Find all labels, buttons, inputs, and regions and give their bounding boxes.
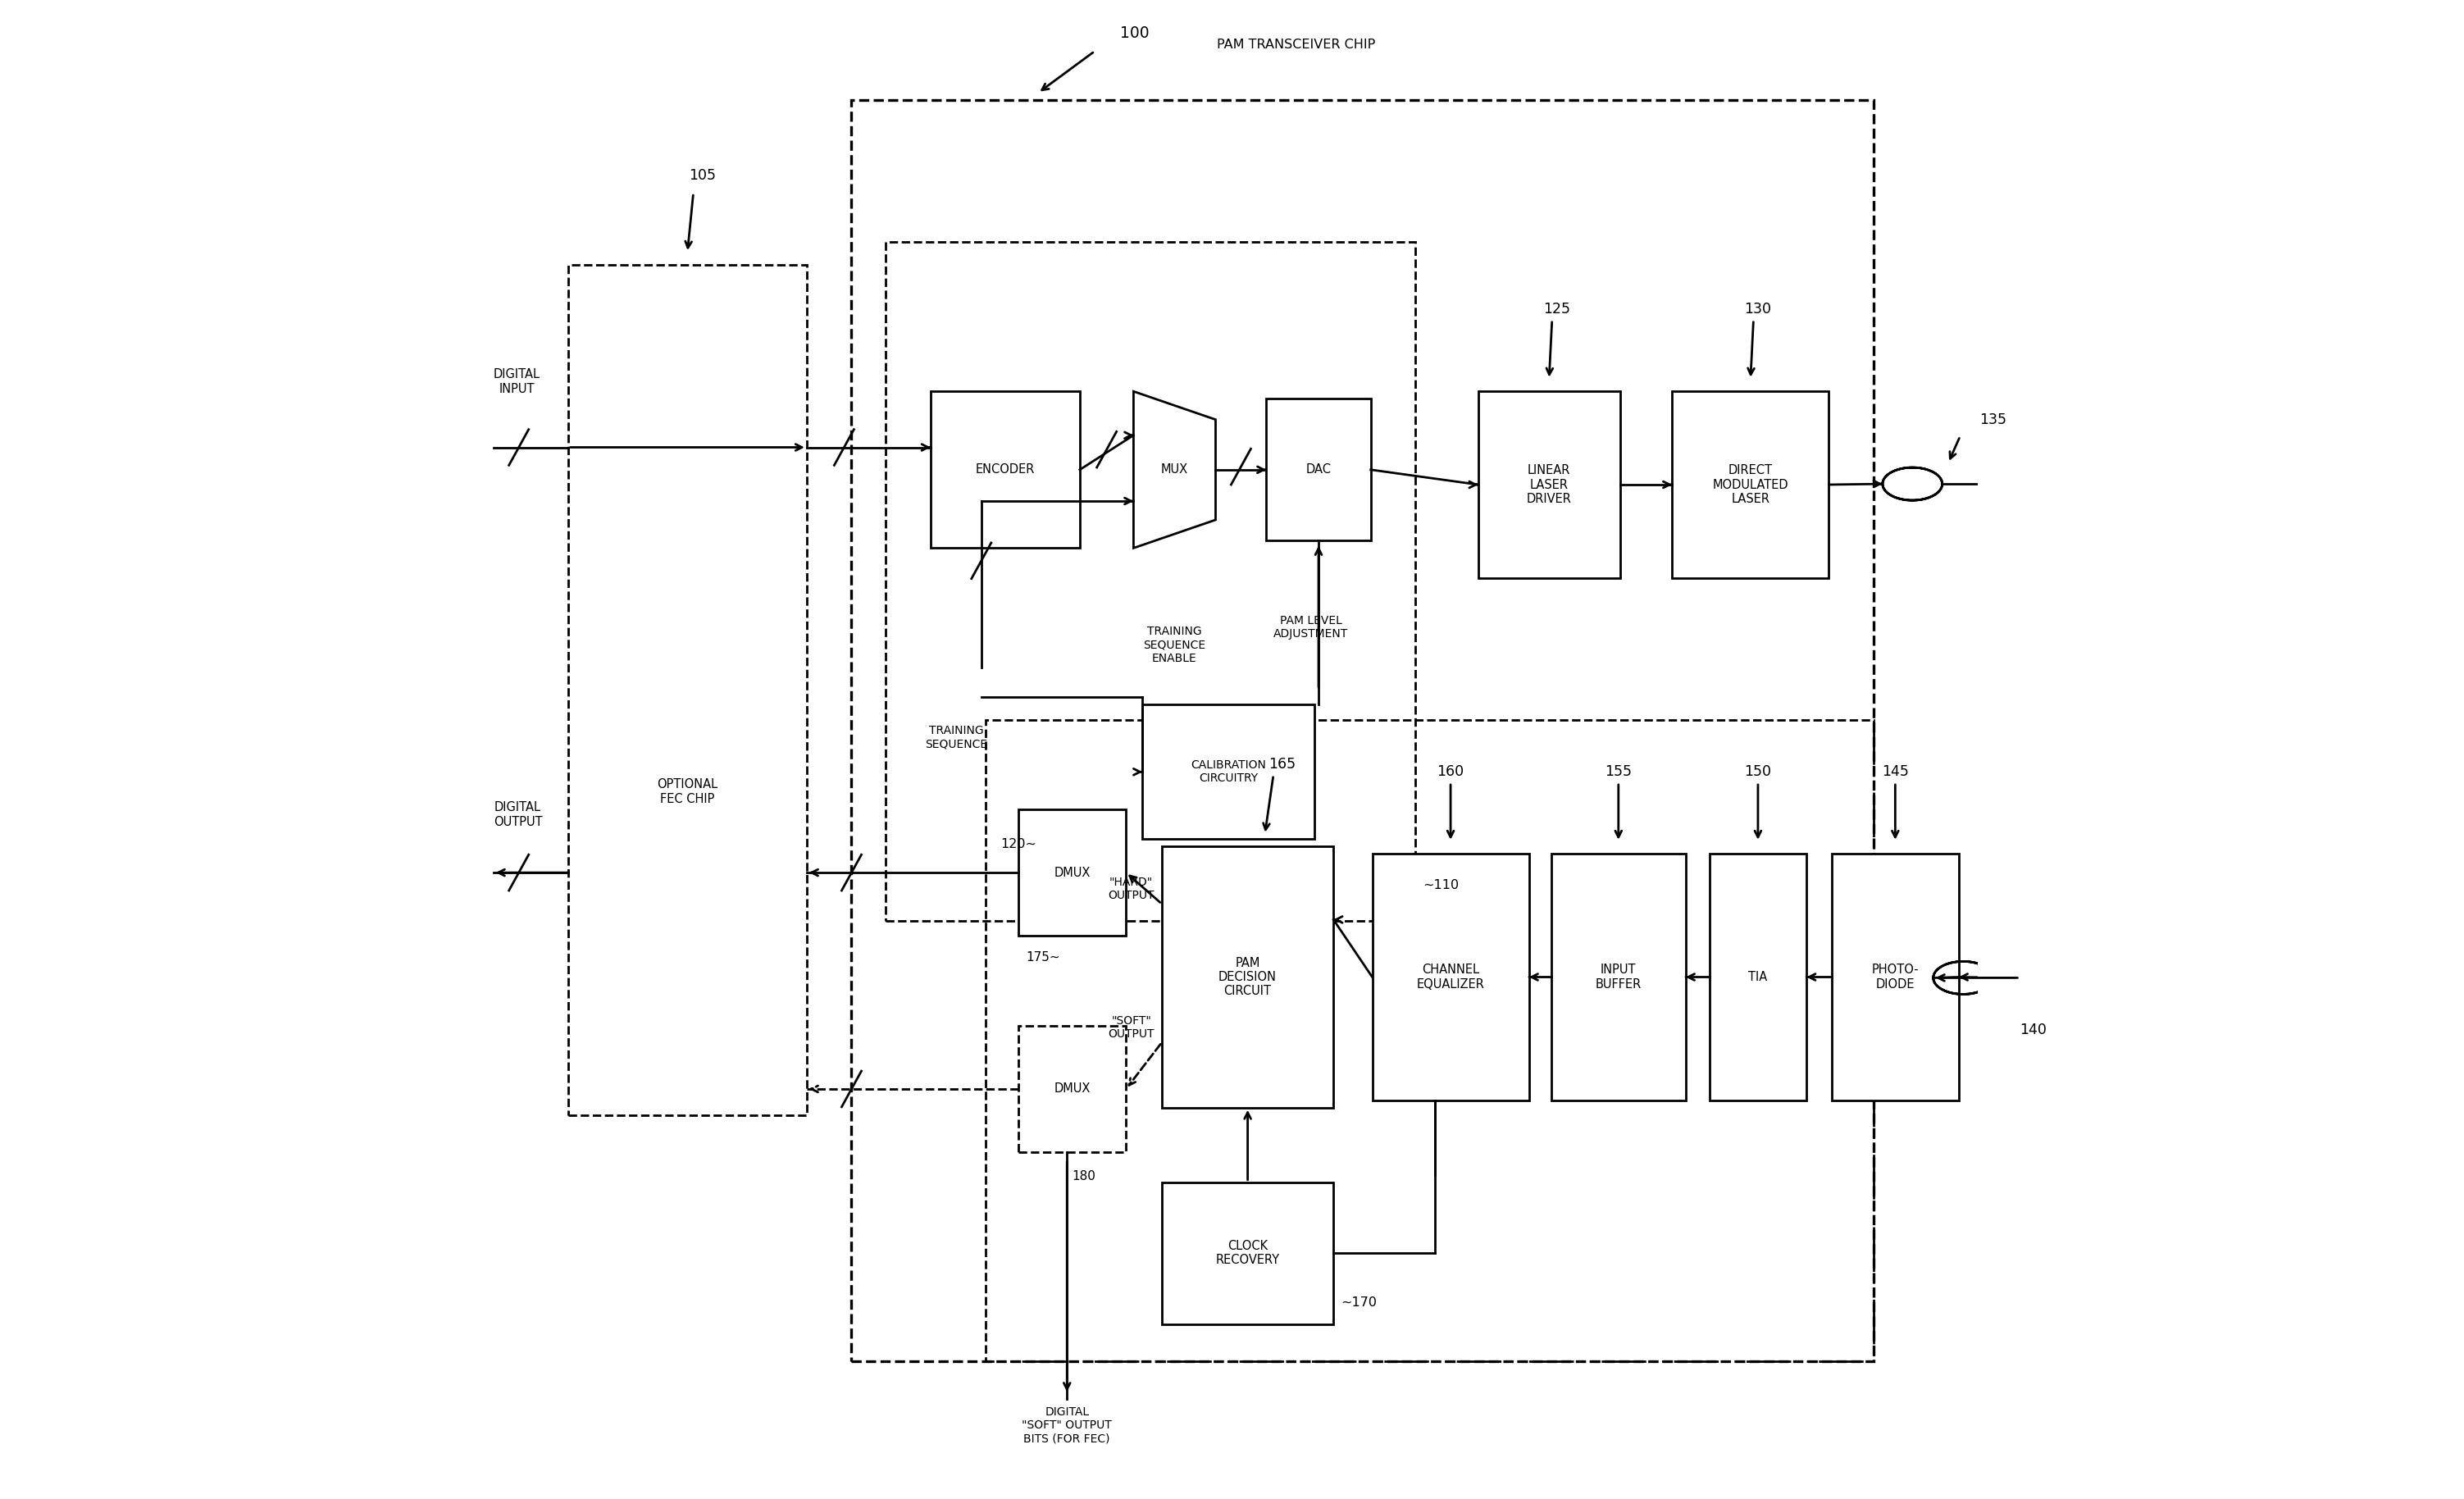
Text: 160: 160: [1437, 764, 1464, 779]
Text: 175~: 175~: [1025, 950, 1060, 964]
FancyBboxPatch shape: [1478, 391, 1619, 579]
Text: PAM TRANSCEIVER CHIP: PAM TRANSCEIVER CHIP: [1217, 39, 1375, 51]
Text: PAM LEVEL
ADJUSTMENT: PAM LEVEL ADJUSTMENT: [1274, 615, 1348, 640]
Text: ~110: ~110: [1424, 878, 1459, 892]
Text: PHOTO-
DIODE: PHOTO- DIODE: [1873, 964, 1919, 991]
FancyBboxPatch shape: [1163, 1183, 1333, 1324]
FancyBboxPatch shape: [1018, 809, 1126, 935]
Text: 145: 145: [1882, 764, 1910, 779]
Text: INPUT
BUFFER: INPUT BUFFER: [1594, 964, 1641, 991]
Text: OPTIONAL
FEC CHIP: OPTIONAL FEC CHIP: [658, 778, 717, 805]
Text: CHANNEL
EQUALIZER: CHANNEL EQUALIZER: [1417, 964, 1486, 991]
Text: DMUX: DMUX: [1055, 866, 1092, 878]
Polygon shape: [1133, 391, 1215, 549]
Text: 165: 165: [1269, 757, 1296, 772]
Text: 135: 135: [1979, 412, 2006, 427]
Text: "HARD"
OUTPUT: "HARD" OUTPUT: [1109, 877, 1156, 901]
FancyBboxPatch shape: [1372, 854, 1530, 1100]
FancyBboxPatch shape: [1266, 399, 1370, 541]
Text: CALIBRATION
CIRCUITRY: CALIBRATION CIRCUITRY: [1190, 760, 1266, 784]
Text: TRAINING
SEQUENCE: TRAINING SEQUENCE: [924, 726, 988, 750]
Text: MUX: MUX: [1161, 463, 1188, 475]
Text: DMUX: DMUX: [1055, 1082, 1092, 1096]
Text: 130: 130: [1745, 301, 1772, 316]
FancyBboxPatch shape: [1143, 705, 1313, 839]
Text: 155: 155: [1604, 764, 1631, 779]
Text: TIA: TIA: [1749, 971, 1767, 983]
Text: 100: 100: [1121, 25, 1151, 40]
Text: TRAINING
SEQUENCE
ENABLE: TRAINING SEQUENCE ENABLE: [1143, 627, 1205, 664]
Text: DIGITAL
"SOFT" OUTPUT
BITS (FOR FEC): DIGITAL "SOFT" OUTPUT BITS (FOR FEC): [1023, 1406, 1111, 1444]
Text: 105: 105: [690, 168, 717, 183]
FancyBboxPatch shape: [931, 391, 1079, 549]
FancyBboxPatch shape: [1163, 847, 1333, 1108]
Text: "SOFT"
OUTPUT: "SOFT" OUTPUT: [1109, 1015, 1156, 1040]
Text: DIRECT
MODULATED
LASER: DIRECT MODULATED LASER: [1712, 465, 1789, 505]
Text: LINEAR
LASER
DRIVER: LINEAR LASER DRIVER: [1528, 465, 1572, 505]
FancyBboxPatch shape: [1673, 391, 1828, 579]
FancyBboxPatch shape: [1710, 854, 1806, 1100]
FancyBboxPatch shape: [1831, 854, 1959, 1100]
Text: 120~: 120~: [1000, 838, 1037, 850]
Text: 125: 125: [1542, 301, 1570, 316]
Text: 180: 180: [1072, 1171, 1096, 1183]
Text: DAC: DAC: [1306, 463, 1331, 475]
Text: CLOCK
RECOVERY: CLOCK RECOVERY: [1215, 1240, 1279, 1267]
FancyBboxPatch shape: [1552, 854, 1685, 1100]
Text: DIGITAL
OUTPUT: DIGITAL OUTPUT: [493, 802, 542, 827]
Text: 150: 150: [1745, 764, 1772, 779]
Text: PAM
DECISION
CIRCUIT: PAM DECISION CIRCUIT: [1220, 956, 1276, 997]
Text: DIGITAL
INPUT: DIGITAL INPUT: [493, 369, 540, 396]
Text: 140: 140: [2020, 1022, 2048, 1037]
Text: ~170: ~170: [1340, 1297, 1377, 1309]
Text: ENCODER: ENCODER: [976, 463, 1035, 475]
